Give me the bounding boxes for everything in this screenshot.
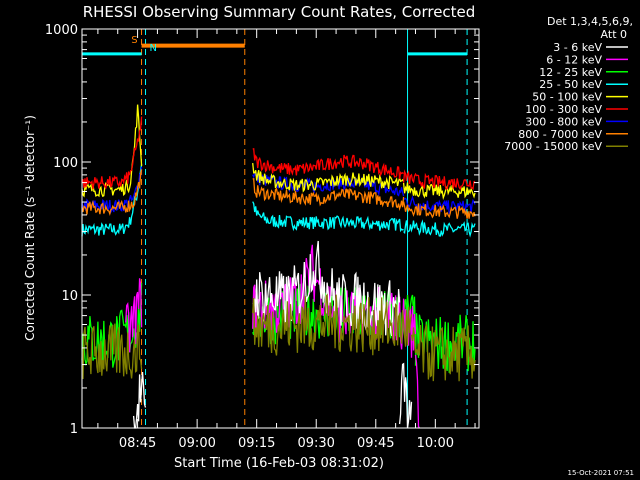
series-segment [410, 324, 476, 382]
series-100-300-kev [81, 116, 476, 191]
legend-label: 3 - 6 keV [553, 41, 602, 54]
series-7000-15000-kev [81, 293, 476, 382]
series-800-7000-kev [81, 169, 476, 219]
series-segment [252, 201, 404, 233]
legend-label: 800 - 7000 keV [518, 128, 602, 141]
series-segment [252, 148, 404, 180]
series-segment [403, 195, 476, 215]
series-layer [81, 104, 476, 429]
series-segment [125, 278, 143, 353]
footer-date: 15-Oct-2021 07:51 [568, 469, 634, 477]
legend-label: 100 - 300 keV [525, 103, 602, 116]
series-segment [81, 169, 143, 217]
x-tick-label: 09:45 [357, 436, 394, 451]
series-segment [402, 182, 476, 201]
y-axis-label: Corrected Count Rate (s⁻¹ detector⁻¹) [23, 115, 37, 341]
legend-label: 300 - 800 keV [525, 115, 602, 128]
legend-label: 50 - 100 keV [532, 91, 602, 104]
series-segment [402, 169, 476, 191]
night-label: N [150, 43, 157, 54]
x-axis-label: Start Time (16-Feb-03 08:31:02) [174, 456, 384, 471]
series-segment [252, 163, 405, 193]
y-tick-label: 1000 [45, 23, 78, 38]
series-segment [252, 171, 405, 197]
series-50-100-kev [81, 104, 476, 201]
x-tick-label: 10:00 [417, 436, 454, 451]
y-tick-label: 1 [70, 422, 78, 437]
series-segment [414, 355, 420, 429]
legend-label: 25 - 50 keV [539, 78, 602, 91]
plot-frame [81, 28, 480, 429]
series-25-50-kev [81, 164, 476, 238]
series-segment [81, 323, 143, 380]
series-segment [403, 219, 476, 238]
legend-label: 6 - 12 keV [546, 53, 602, 66]
x-tick-label: 09:15 [238, 436, 275, 451]
x-tick-label: 08:45 [119, 436, 156, 451]
x-tick-label: 09:00 [178, 436, 215, 451]
series-segment [252, 293, 413, 356]
series-segment [402, 201, 476, 219]
series-segment [81, 116, 143, 190]
series-segment [81, 164, 143, 237]
series-segment [414, 313, 476, 373]
series-segment [81, 104, 143, 198]
chart-title: RHESSI Observing Summary Count Rates, Co… [83, 3, 476, 21]
x-tick-label: 09:30 [297, 436, 334, 451]
legend-label: 7000 - 15000 keV [504, 140, 602, 153]
detector-info-line-2: Att 0 [601, 28, 627, 41]
saa-label: S [131, 35, 137, 46]
y-tick-label: 10 [61, 289, 78, 304]
series-segment [252, 178, 405, 212]
detector-info-line-1: Det 1,3,4,5,6,9, [547, 15, 633, 28]
series-segment [81, 283, 143, 368]
axes: 1 10 100 1000 08:45 09:00 09:15 09:30 09:45 10:00 [45, 23, 479, 451]
series-segment [398, 362, 413, 429]
legend-label: 12 - 25 keV [539, 66, 602, 79]
y-tick-label: 100 [53, 156, 78, 171]
